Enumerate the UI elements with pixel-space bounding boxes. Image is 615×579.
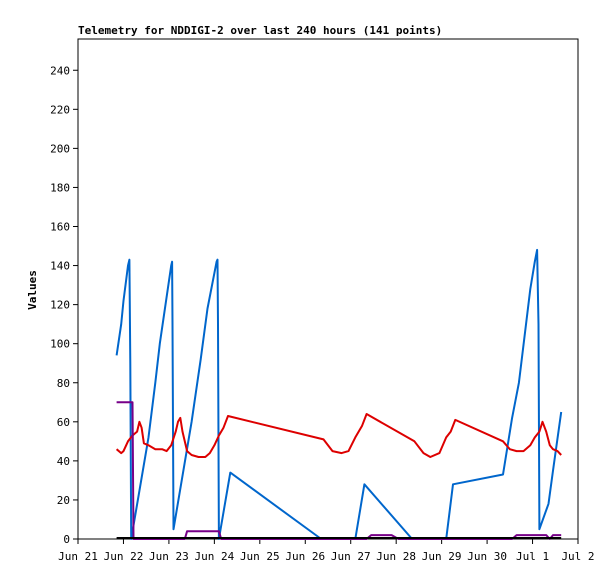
y-tick-label: 180: [50, 181, 70, 194]
series-layer: [115, 248, 563, 540]
series-line-2: [115, 413, 562, 458]
y-tick-label: 40: [57, 455, 70, 468]
x-tick-label: Jun 29: [422, 550, 462, 563]
y-tick-label: 200: [50, 142, 70, 155]
y-tick-label: 0: [63, 533, 70, 546]
y-tick-label: 100: [50, 338, 70, 351]
y-tick-label: 80: [57, 377, 70, 390]
x-axis: Jun 21 Jun 22 Jun 23 Jun 24 Jun 25 Jun 26 Jun …: [58, 539, 595, 563]
x-tick-label: Jul 2: [561, 550, 594, 563]
chart-title: Telemetry for NDDIGI-2 over last 240 hou…: [78, 24, 442, 37]
x-tick-label: Jun 22: [104, 550, 144, 563]
x-tick-label: Jun 23: [149, 550, 189, 563]
x-tick-label: Jun 24: [194, 550, 234, 563]
y-tick-label: 160: [50, 221, 70, 234]
y-tick-label: 140: [50, 260, 70, 273]
y-axis: 0 20 40 60 80 100 120 140 160 180 200 220 240: [50, 64, 78, 546]
x-tick-label: Jun 27: [331, 550, 371, 563]
y-tick-label: 60: [57, 416, 70, 429]
y-tick-label: 220: [50, 103, 70, 116]
x-tick-label: Jul 1: [516, 550, 549, 563]
x-tick-label: Jun 21: [58, 550, 98, 563]
series-line-1: [115, 248, 563, 540]
x-tick-label: Jun 25: [240, 550, 280, 563]
y-tick-label: 240: [50, 64, 70, 77]
y-tick-label: 20: [57, 494, 70, 507]
x-tick-label: Jun 30: [467, 550, 507, 563]
plot-frame: [77, 38, 579, 540]
y-axis-label: Values: [26, 270, 39, 310]
y-tick-label: 120: [50, 299, 70, 312]
x-tick-label: Jun 26: [285, 550, 325, 563]
x-tick-label: Jun 28: [376, 550, 416, 563]
